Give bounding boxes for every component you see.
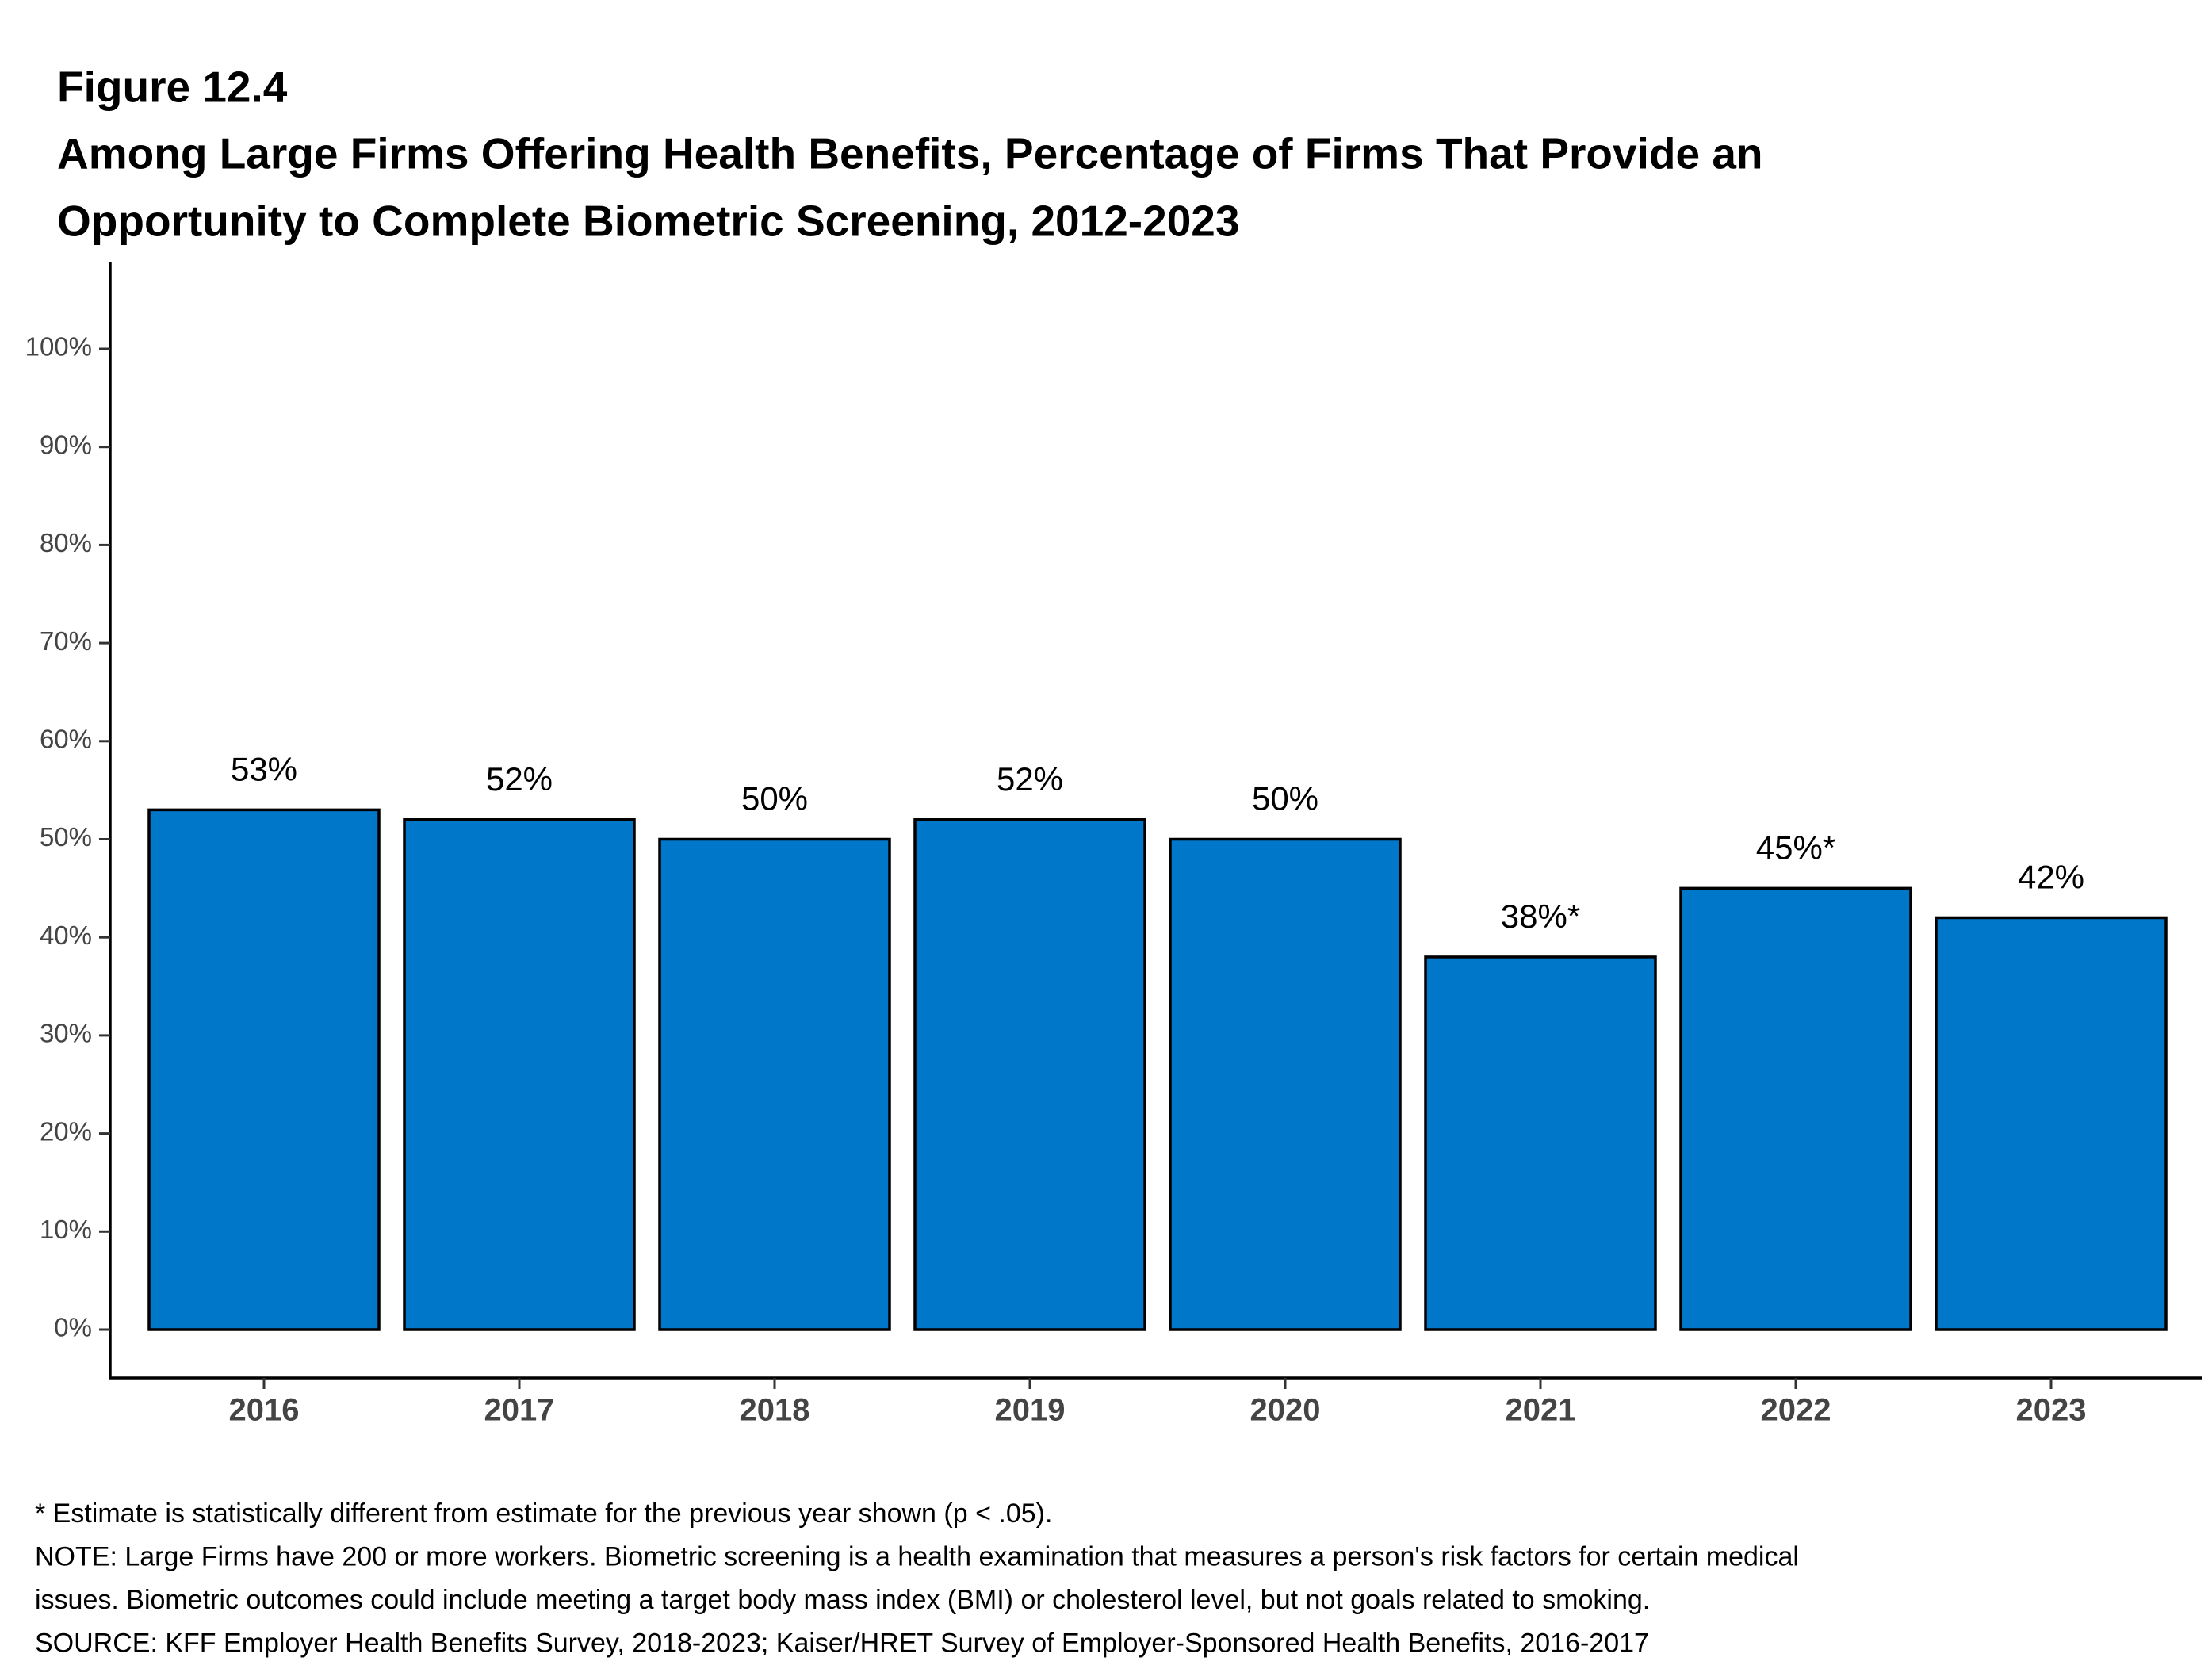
bar (658, 837, 891, 1331)
x-tick-label: 2020 (1250, 1393, 1321, 1428)
x-tick-label: 2023 (2016, 1393, 2087, 1428)
bar (1424, 955, 1657, 1331)
y-tick-label: 70% (40, 626, 92, 656)
x-tick-label: 2022 (1761, 1393, 1831, 1428)
data-label: 50% (1252, 780, 1318, 817)
data-label: 45%* (1756, 829, 1835, 866)
data-label: 52% (486, 760, 553, 798)
footnote: NOTE: Large Firms have 200 or more worke… (35, 1541, 1799, 1571)
data-label: 53% (231, 750, 297, 787)
bar (1169, 837, 1402, 1331)
x-tick-label: 2021 (1506, 1393, 1576, 1428)
y-tick-label: 0% (54, 1313, 92, 1342)
bar (1679, 886, 1912, 1331)
y-tick-label: 90% (40, 430, 92, 459)
bar (1935, 916, 2168, 1331)
y-tick-label: 80% (40, 528, 92, 557)
chart-subtitle: Among Large Firms Offering Health Benefi… (57, 129, 1763, 178)
footnote: issues. Biometric outcomes could include… (35, 1585, 1650, 1615)
x-tick-label: 2016 (229, 1393, 300, 1428)
y-tick-label: 40% (40, 921, 92, 950)
x-tick-label: 2018 (740, 1393, 810, 1428)
data-label: 42% (2018, 859, 2084, 896)
y-tick-label: 60% (40, 725, 92, 754)
footnote: SOURCE: KFF Employer Health Benefits Sur… (35, 1628, 1649, 1658)
bar (403, 818, 636, 1331)
chart-title: Figure 12.4 (57, 63, 288, 112)
y-tick-label: 10% (40, 1215, 92, 1244)
footnote: * Estimate is statistically different fr… (35, 1498, 1052, 1529)
y-tick-label: 50% (40, 822, 92, 852)
bar (913, 818, 1146, 1331)
y-tick-label: 30% (40, 1019, 92, 1048)
chart-subtitle: Opportunity to Complete Biometric Screen… (57, 197, 1239, 246)
data-label: 50% (741, 780, 808, 817)
x-tick-label: 2017 (484, 1393, 555, 1428)
y-tick-label: 100% (25, 332, 92, 362)
bar (147, 808, 381, 1331)
y-tick-label: 20% (40, 1116, 92, 1146)
data-label: 38%* (1501, 898, 1580, 935)
data-label: 52% (997, 760, 1063, 798)
x-tick-label: 2019 (995, 1393, 1066, 1428)
